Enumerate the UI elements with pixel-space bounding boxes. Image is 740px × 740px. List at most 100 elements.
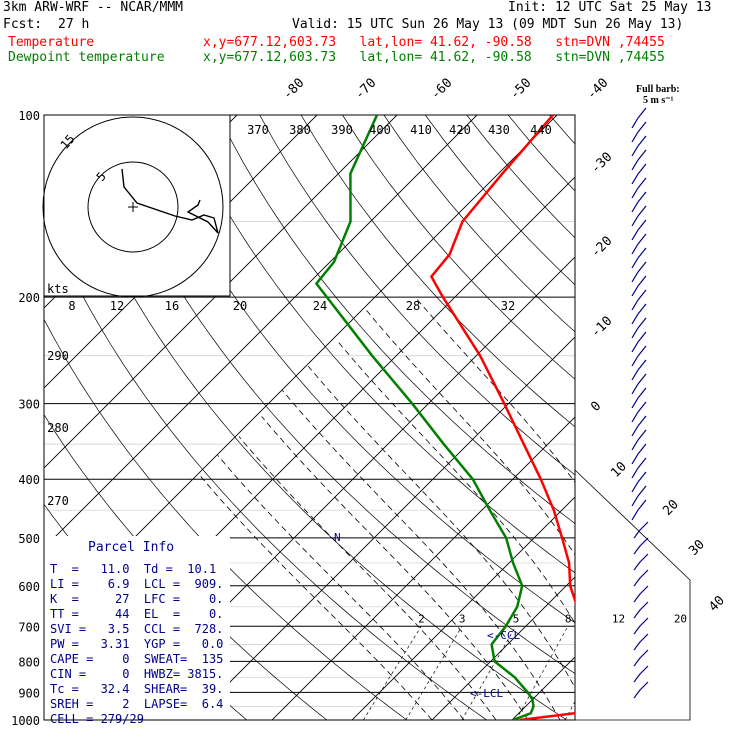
mixing-ratio-label: 8 [565, 612, 572, 625]
wind-barb [631, 429, 647, 451]
chart-outline [574, 469, 691, 721]
mixing-ratio-line [515, 626, 569, 720]
parcel-info-row: T = 11.0 Td = 10.1 [50, 562, 217, 576]
hodograph-scale-label: 28 [406, 299, 420, 313]
pressure-tick-label: 400 [18, 473, 40, 487]
moist-adiabat [217, 454, 465, 720]
wind-barb [633, 601, 649, 619]
isotherm-label: -70 [352, 76, 379, 103]
parcel-info-title: Parcel Info [88, 540, 175, 555]
wind-barb [631, 233, 647, 255]
init-time: Init: 12 UTC Sat 25 May 13 [508, 0, 712, 15]
temperature-legend: Temperature [8, 35, 95, 50]
wind-barb [631, 121, 647, 143]
isotherm-line [511, 656, 575, 720]
wind-barb [631, 163, 647, 185]
wind-barb [631, 135, 647, 157]
moist-adiabat [261, 416, 529, 720]
parcel-info-row: PW = 3.31 YGP = 0.0 [50, 637, 224, 651]
wind-barb [631, 107, 647, 129]
isotherm-line [191, 336, 575, 720]
parcel-info-table: T = 11.0 Td = 10.1 LI = 6.9 LCL = 909. K =… [50, 562, 223, 727]
wind-barb [631, 247, 647, 269]
mixing-ratio-line [461, 626, 517, 720]
wind-barb [631, 149, 647, 171]
moist-adiabat [335, 339, 575, 625]
hodograph-center [128, 202, 138, 212]
isotherm-label: -40 [584, 76, 611, 103]
isotherm-line [579, 115, 740, 733]
mixing-ratio-label: 3 [459, 612, 466, 625]
parcel-info-row: SVI = 3.5 CCL = 728. [50, 622, 224, 636]
dry-adiabat [715, 115, 740, 733]
moist-adiabat [281, 389, 561, 720]
wind-barb [631, 499, 647, 521]
dry-adiabat [300, 115, 575, 428]
dry-adiabat [342, 115, 575, 380]
wind-barb [631, 205, 647, 227]
parcel-info-row: CELL = 279/29 [50, 712, 144, 726]
parcel-info-row: LI = 6.9 LCL = 909. [50, 577, 224, 591]
mixing-ratio-line [630, 626, 677, 720]
isotherm-label: 0 [588, 399, 604, 415]
hodograph-scale-label: 8 [68, 299, 75, 313]
isotherm-label: -60 [428, 76, 455, 103]
dry-adiabat [632, 115, 740, 733]
wind-barb [631, 457, 647, 479]
mixing-ratio-label: 2 [418, 612, 425, 625]
wind-barb [633, 569, 649, 587]
wind-barb [633, 617, 649, 635]
wind-barb [633, 681, 649, 699]
wind-barb [633, 649, 649, 667]
temperature-series [430, 115, 575, 720]
isotherm-label: -20 [588, 234, 615, 261]
theta-label: 390 [331, 123, 353, 137]
hodograph-speed-label: kts [47, 282, 69, 296]
hodograph-scale-label: 24 [313, 299, 327, 313]
pressure-tick-label: 200 [18, 291, 40, 305]
hodograph-scale-label: 12 [110, 299, 124, 313]
wind-barb [631, 275, 647, 297]
theta-label: 400 [369, 123, 391, 137]
wind-barb [631, 191, 647, 213]
isotherm-label: -10 [588, 314, 615, 341]
wind-barb [633, 633, 649, 651]
wind-barb [631, 415, 647, 437]
moist-adiabat [238, 436, 497, 720]
wind-barb [631, 289, 647, 311]
theta-label: 410 [410, 123, 432, 137]
isotherm-line [271, 416, 575, 720]
moist-adiabat [307, 365, 575, 689]
dewpoint-series [315, 115, 535, 720]
isotherm-line [351, 496, 575, 720]
wind-barb [631, 401, 647, 423]
theta-label: 380 [289, 123, 311, 137]
isotherm-line [44, 115, 558, 629]
mixing-ratio-line [363, 626, 422, 720]
dry-adiabat [217, 115, 575, 524]
isotherm-line [44, 115, 398, 469]
wind-barb [631, 345, 647, 367]
theta-label: 280 [47, 421, 69, 435]
moist-adiabat [365, 309, 575, 556]
isotherm-line [659, 115, 740, 733]
parcel-info-row: Tc = 32.4 SHEAR= 39. [50, 682, 224, 696]
wind-barb [631, 359, 647, 381]
model-title: 3km ARW-WRF -- NCAR/MMM [3, 0, 184, 15]
wind-barb [631, 219, 647, 241]
wind-barb [631, 485, 647, 507]
wind-barb [631, 303, 647, 325]
mixing-ratio-label: 20 [674, 612, 687, 625]
barb-legend-title: Full barb: [636, 84, 680, 95]
dry-adiabat [591, 115, 740, 733]
hodograph-scale-label: 20 [233, 299, 247, 313]
dewpoint-legend: Dewpoint temperature [8, 50, 165, 65]
dry-adiabat [383, 115, 575, 333]
parcel-info-row: SREH = 2 LAPSE= 6.4 [50, 697, 224, 711]
theta-label: 440 [530, 123, 552, 137]
wind-barb [633, 665, 649, 683]
wind-barb [631, 331, 647, 353]
isotherm-label: -50 [507, 76, 534, 103]
hodograph-scale-label: 16 [165, 299, 179, 313]
